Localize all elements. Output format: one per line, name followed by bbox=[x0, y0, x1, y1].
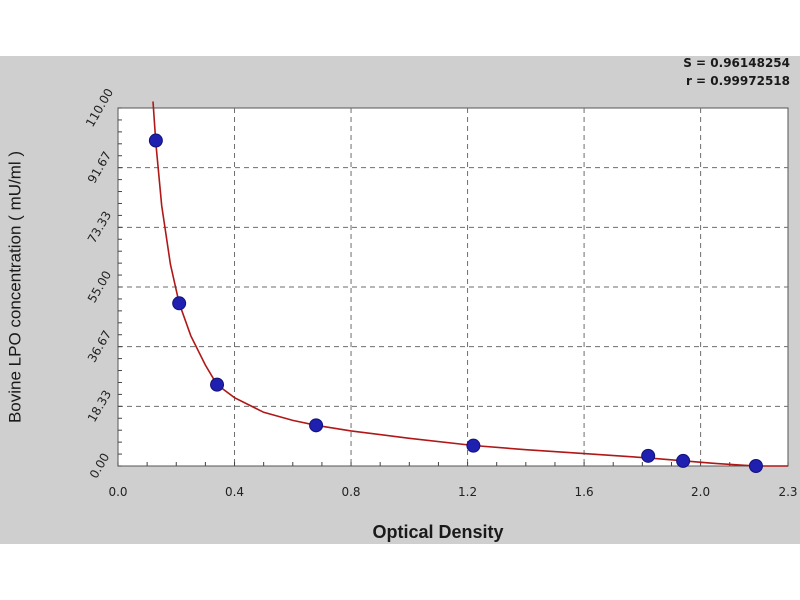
x-tick-label: 2.3 bbox=[778, 485, 797, 499]
x-axis-ticks: 0.0 0.4 0.8 1.2 1.6 2.0 2.3 bbox=[108, 462, 798, 499]
x-axis-label: Optical Density bbox=[372, 522, 503, 542]
x-tick-label: 2.0 bbox=[691, 485, 710, 499]
data-point bbox=[309, 418, 324, 433]
data-points bbox=[148, 133, 763, 473]
x-tick-label: 0.0 bbox=[108, 485, 127, 499]
x-tick-label: 1.2 bbox=[458, 485, 477, 499]
y-tick-label: 110.00 bbox=[83, 86, 116, 129]
data-point bbox=[748, 459, 763, 473]
y-tick-label: 91.67 bbox=[85, 149, 114, 186]
data-point bbox=[210, 377, 225, 392]
grid bbox=[118, 108, 788, 466]
y-axis-label: Bovine LPO concentration ( mU/ml ) bbox=[5, 151, 24, 423]
data-point bbox=[676, 453, 691, 468]
x-tick-label: 1.6 bbox=[575, 485, 594, 499]
y-tick-label: 73.33 bbox=[85, 209, 114, 246]
y-tick-label: 36.67 bbox=[85, 328, 114, 365]
chart-panel: S = 0.96148254 r = 0.99972518 0.0 0.4 0.8 1… bbox=[0, 56, 800, 544]
data-point bbox=[172, 296, 187, 311]
y-tick-label: 0.00 bbox=[87, 451, 112, 481]
y-axis-ticks: 0.00 18.33 36.67 55.00 73.33 91.67 110.00 bbox=[83, 86, 122, 481]
stat-s: S = 0.96148254 bbox=[683, 56, 790, 70]
y-tick-label: 55.00 bbox=[85, 268, 114, 305]
standard-curve-chart: 0.0 0.4 0.8 1.2 1.6 2.0 2.3 0.00 18.33 36.67 55.0… bbox=[5, 86, 798, 542]
x-tick-label: 0.8 bbox=[341, 485, 360, 499]
data-point bbox=[148, 133, 163, 148]
x-tick-label: 0.4 bbox=[225, 485, 244, 499]
data-point bbox=[466, 438, 481, 453]
stat-r: r = 0.99972518 bbox=[685, 74, 790, 88]
data-point bbox=[641, 448, 656, 463]
y-tick-label: 18.33 bbox=[85, 388, 114, 425]
